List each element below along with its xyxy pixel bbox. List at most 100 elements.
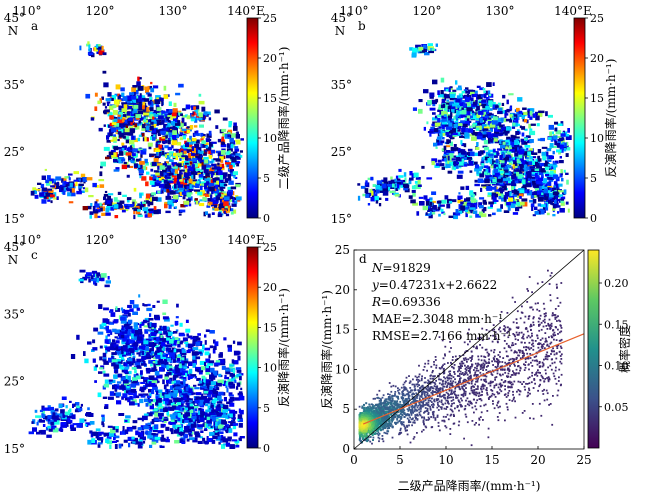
rain-cell [94,213,98,219]
rain-cell [147,383,152,386]
rain-cell [151,355,155,359]
rain-cell [162,299,168,304]
rain-cell [163,330,168,335]
lon-tick-label: 110° [13,4,42,18]
rain-cell [523,163,528,168]
rain-cell [484,115,490,118]
rain-cell [400,181,406,185]
rain-cell [145,125,150,131]
rain-cell [157,352,162,356]
rain-cell [105,207,110,213]
rain-cell [188,166,194,172]
rain-cell [204,142,209,145]
rain-cell [447,115,452,119]
rain-cell [219,209,223,213]
rain-cell [109,310,112,313]
rain-cell [220,159,224,163]
rain-cell [199,150,203,155]
rain-cell [125,342,130,347]
rain-cell [123,368,128,374]
rain-cell [202,437,206,442]
rain-cell [124,136,130,140]
rain-cell [33,190,37,194]
rain-cell [126,360,132,365]
rain-cell [150,168,154,172]
rain-cell [423,126,426,131]
rain-cell [161,119,165,125]
rain-cell [124,351,128,356]
rain-cell [79,178,83,183]
rain-cell [167,371,172,376]
rain-cell [103,373,110,377]
rain-cell [124,362,128,367]
rain-cell [145,193,151,199]
rain-cell [121,108,127,113]
rain-cell [101,96,104,100]
rain-cell [463,107,466,111]
rain-cell [87,41,90,46]
rain-cell [482,180,485,183]
rain-cell [130,348,135,354]
rain-cell [505,196,509,200]
rain-cell [164,203,168,209]
rain-cell [164,117,168,123]
rain-cell [177,338,181,342]
rain-cell [429,131,432,137]
rain-cell [443,151,449,156]
rain-cell [203,156,209,162]
rain-cell [493,200,497,204]
rain-cell [129,308,134,312]
rain-cell [449,86,453,89]
rain-cell [44,168,47,171]
rain-cell [55,183,59,186]
rain-cell [217,193,222,197]
rain-cell [155,350,159,356]
rain-cell [465,212,468,218]
rain-cell [172,369,175,374]
rain-cell [211,409,214,414]
rain-cell [128,102,135,108]
rain-cell [153,114,159,118]
rain-cell [139,160,145,165]
rain-cell [70,354,76,359]
rain-cell [526,171,532,176]
rain-cell [539,185,544,191]
rain-cell [210,149,215,154]
rain-cell [147,203,151,207]
rain-cell [55,185,62,189]
rain-cell [140,149,147,155]
rain-cell [547,158,552,162]
rain-cell [206,418,212,424]
colorbar-tick-label: 10 [263,132,277,145]
rain-cell [554,121,559,125]
rain-cell [536,190,543,195]
rain-cell [149,97,153,100]
rain-cell [551,146,557,149]
rain-cell [222,193,228,197]
rain-cell [163,317,170,322]
rain-cell [177,354,181,357]
rain-cell [160,171,164,177]
rain-cell [519,125,522,129]
rain-cell [238,408,241,414]
rain-cell [164,176,171,179]
rain-cell [126,385,130,389]
rain-cell [483,90,486,94]
rain-cell [204,441,209,445]
rain-cell [481,158,485,163]
rain-cell [441,115,447,119]
rain-cell [488,117,492,120]
rain-cell [448,131,454,134]
rain-cell [153,327,157,330]
rain-cell [188,203,192,207]
rain-cell [177,190,180,193]
rain-cell [462,123,468,128]
rain-cell [382,188,385,193]
rain-cell [532,199,537,204]
rain-cell [129,92,135,96]
rain-cell [403,187,409,191]
rain-cell [475,99,478,104]
rain-cell [233,125,238,131]
rain-cell [142,201,147,204]
